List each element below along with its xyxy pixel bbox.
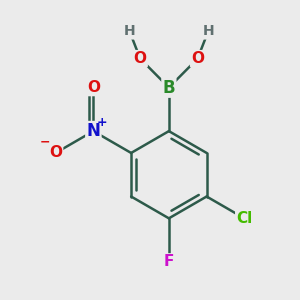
- Text: O: O: [191, 51, 204, 66]
- Text: H: H: [124, 25, 135, 38]
- Text: B: B: [163, 79, 175, 97]
- Text: O: O: [134, 51, 147, 66]
- Text: N: N: [86, 122, 100, 140]
- Text: H: H: [202, 25, 214, 38]
- Text: F: F: [164, 254, 174, 269]
- Text: O: O: [49, 146, 62, 160]
- Text: −: −: [40, 136, 50, 149]
- Text: O: O: [87, 80, 100, 95]
- Text: Cl: Cl: [236, 211, 253, 226]
- Text: +: +: [97, 116, 108, 129]
